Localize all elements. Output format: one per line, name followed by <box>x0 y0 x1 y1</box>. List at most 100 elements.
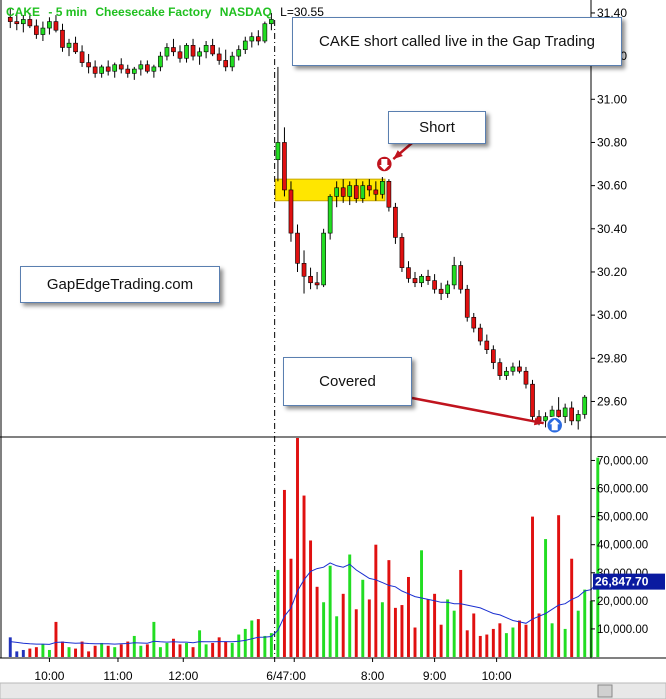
candle <box>412 271 418 288</box>
candle <box>92 60 98 78</box>
candle-body <box>151 66 157 72</box>
covered-callout: Covered <box>283 357 412 406</box>
covered-callout-text: Covered <box>319 373 376 390</box>
volume-bar <box>302 495 306 657</box>
time-tick-label: 6/4 <box>266 669 283 683</box>
candle <box>151 64 157 78</box>
candle <box>145 60 150 74</box>
candle-body <box>118 64 124 70</box>
candle <box>242 36 248 54</box>
candle-body <box>517 366 522 372</box>
candle-body <box>47 21 52 29</box>
candle <box>556 397 561 421</box>
volume-bar <box>452 610 456 657</box>
volume-bar <box>61 641 64 657</box>
volume-bar <box>426 599 430 657</box>
candle-body <box>347 185 353 197</box>
candle-body <box>20 19 26 25</box>
title-callout-text: CAKE short called live in the Gap Tradin… <box>319 33 595 50</box>
candle-body <box>7 16 13 22</box>
volume-bar <box>87 651 91 657</box>
title-callout: CAKE short called live in the Gap Tradin… <box>292 17 622 66</box>
up-arrow-glyph <box>549 419 560 431</box>
scrollbar-thumb <box>597 684 613 698</box>
candle-body <box>236 49 242 57</box>
volume-bar <box>367 599 371 657</box>
candle <box>491 345 496 370</box>
volume-bar <box>217 637 221 657</box>
price-tick-label: 30.20 <box>597 265 627 279</box>
volume-bar <box>570 558 574 657</box>
candle-body <box>353 185 359 199</box>
volume-bar <box>400 605 404 657</box>
candle <box>249 32 255 48</box>
volume-bar <box>413 627 417 657</box>
candle-body <box>314 282 320 286</box>
short-callout-text: Short <box>419 119 455 136</box>
price-tick-label: 30.40 <box>597 222 627 236</box>
volume-bar <box>596 457 600 657</box>
price-tick-label: 30.80 <box>597 135 627 149</box>
candle <box>256 30 261 46</box>
candle <box>425 269 431 285</box>
candle <box>47 17 52 35</box>
time-tick-label: 10:00 <box>34 669 64 683</box>
volume-bar <box>511 627 515 657</box>
volume-bar <box>47 649 51 657</box>
candle-body <box>242 40 248 50</box>
price-tick-label: 31.40 <box>597 6 627 20</box>
scrollbar-track <box>0 682 666 699</box>
volume-bar <box>498 623 502 657</box>
candle-body <box>438 288 444 294</box>
volume-bar <box>41 644 45 657</box>
volume-bar <box>145 644 149 657</box>
candle <box>14 12 20 31</box>
time-tick-label: 11:00 <box>103 669 132 683</box>
volume-bar <box>348 554 352 657</box>
candle <box>406 261 411 283</box>
volume-bar <box>165 642 169 657</box>
candle <box>282 127 287 197</box>
candle-body <box>164 47 170 57</box>
candle-body <box>562 407 568 417</box>
volume-bar <box>158 647 162 657</box>
candle-body <box>92 66 98 74</box>
candle <box>275 66 281 182</box>
candle <box>131 66 137 80</box>
candle-body <box>301 263 307 277</box>
candle <box>301 250 307 294</box>
candle <box>393 202 398 244</box>
exchange-label: NASDAQ <box>219 5 272 19</box>
candle <box>504 366 509 380</box>
candle <box>373 181 379 201</box>
candle-body <box>504 370 509 376</box>
candle-body <box>53 21 59 31</box>
price-tick-label: 31.00 <box>597 92 627 106</box>
price-tick-label: 30.60 <box>597 179 627 193</box>
candle-body <box>399 237 405 268</box>
candle <box>380 176 385 199</box>
candle-body <box>543 416 548 422</box>
candle-body <box>269 19 274 25</box>
volume-bar <box>309 540 313 657</box>
volume-bar <box>8 637 12 657</box>
candle <box>451 256 457 290</box>
arrow-shaft <box>411 396 544 425</box>
candle <box>197 47 202 65</box>
candle <box>269 12 274 31</box>
candle <box>177 45 183 63</box>
candle-body <box>530 383 535 417</box>
volume-bar <box>256 619 260 657</box>
volume-bar <box>583 589 587 657</box>
volume-bar <box>459 569 463 657</box>
volume-bar <box>380 602 384 657</box>
volume-bar <box>21 649 25 657</box>
candle-body <box>295 232 300 264</box>
horizontal-scrollbar[interactable] <box>0 682 666 699</box>
candle <box>40 21 46 42</box>
volume-bar <box>315 586 319 657</box>
candle-body <box>380 181 385 195</box>
candle <box>477 323 483 346</box>
volume-bar <box>67 647 71 657</box>
